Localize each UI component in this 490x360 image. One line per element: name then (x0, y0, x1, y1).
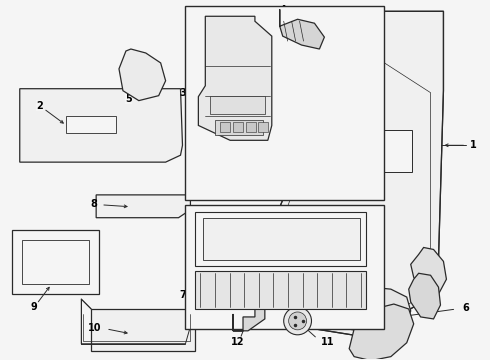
Text: 3: 3 (180, 88, 187, 98)
Bar (215, 121, 263, 135)
Polygon shape (349, 304, 414, 360)
Bar (210, 96, 265, 113)
Bar (258, 122, 268, 132)
Text: 2: 2 (36, 100, 43, 111)
Text: 13: 13 (342, 230, 356, 240)
Bar (185, 6, 384, 200)
Bar (203, 218, 360, 260)
Bar (220, 122, 230, 132)
Text: 1: 1 (470, 140, 477, 150)
Bar (66, 116, 116, 133)
Text: 7: 7 (180, 290, 187, 300)
Bar (22, 239, 89, 284)
Text: 11: 11 (321, 337, 335, 347)
Polygon shape (119, 49, 166, 100)
Circle shape (284, 307, 312, 335)
Text: 8: 8 (90, 199, 97, 209)
Text: 5: 5 (125, 94, 132, 104)
Text: 10: 10 (88, 323, 101, 333)
Bar (12, 230, 99, 294)
Polygon shape (91, 309, 196, 351)
Bar (196, 271, 366, 309)
Polygon shape (233, 307, 265, 331)
Circle shape (289, 312, 307, 330)
Bar (196, 212, 366, 266)
Polygon shape (411, 247, 446, 294)
Bar (384, 130, 412, 172)
Polygon shape (280, 9, 324, 49)
Polygon shape (349, 287, 411, 341)
Text: 6: 6 (462, 303, 469, 313)
Polygon shape (409, 273, 441, 319)
Polygon shape (20, 89, 182, 162)
Text: 4: 4 (279, 5, 286, 15)
Bar (246, 122, 256, 132)
Polygon shape (96, 195, 191, 218)
Text: 9: 9 (30, 302, 37, 312)
Polygon shape (275, 11, 443, 337)
Text: 12: 12 (231, 337, 245, 347)
Bar (185, 205, 384, 329)
Bar (233, 122, 243, 132)
Polygon shape (198, 16, 272, 140)
